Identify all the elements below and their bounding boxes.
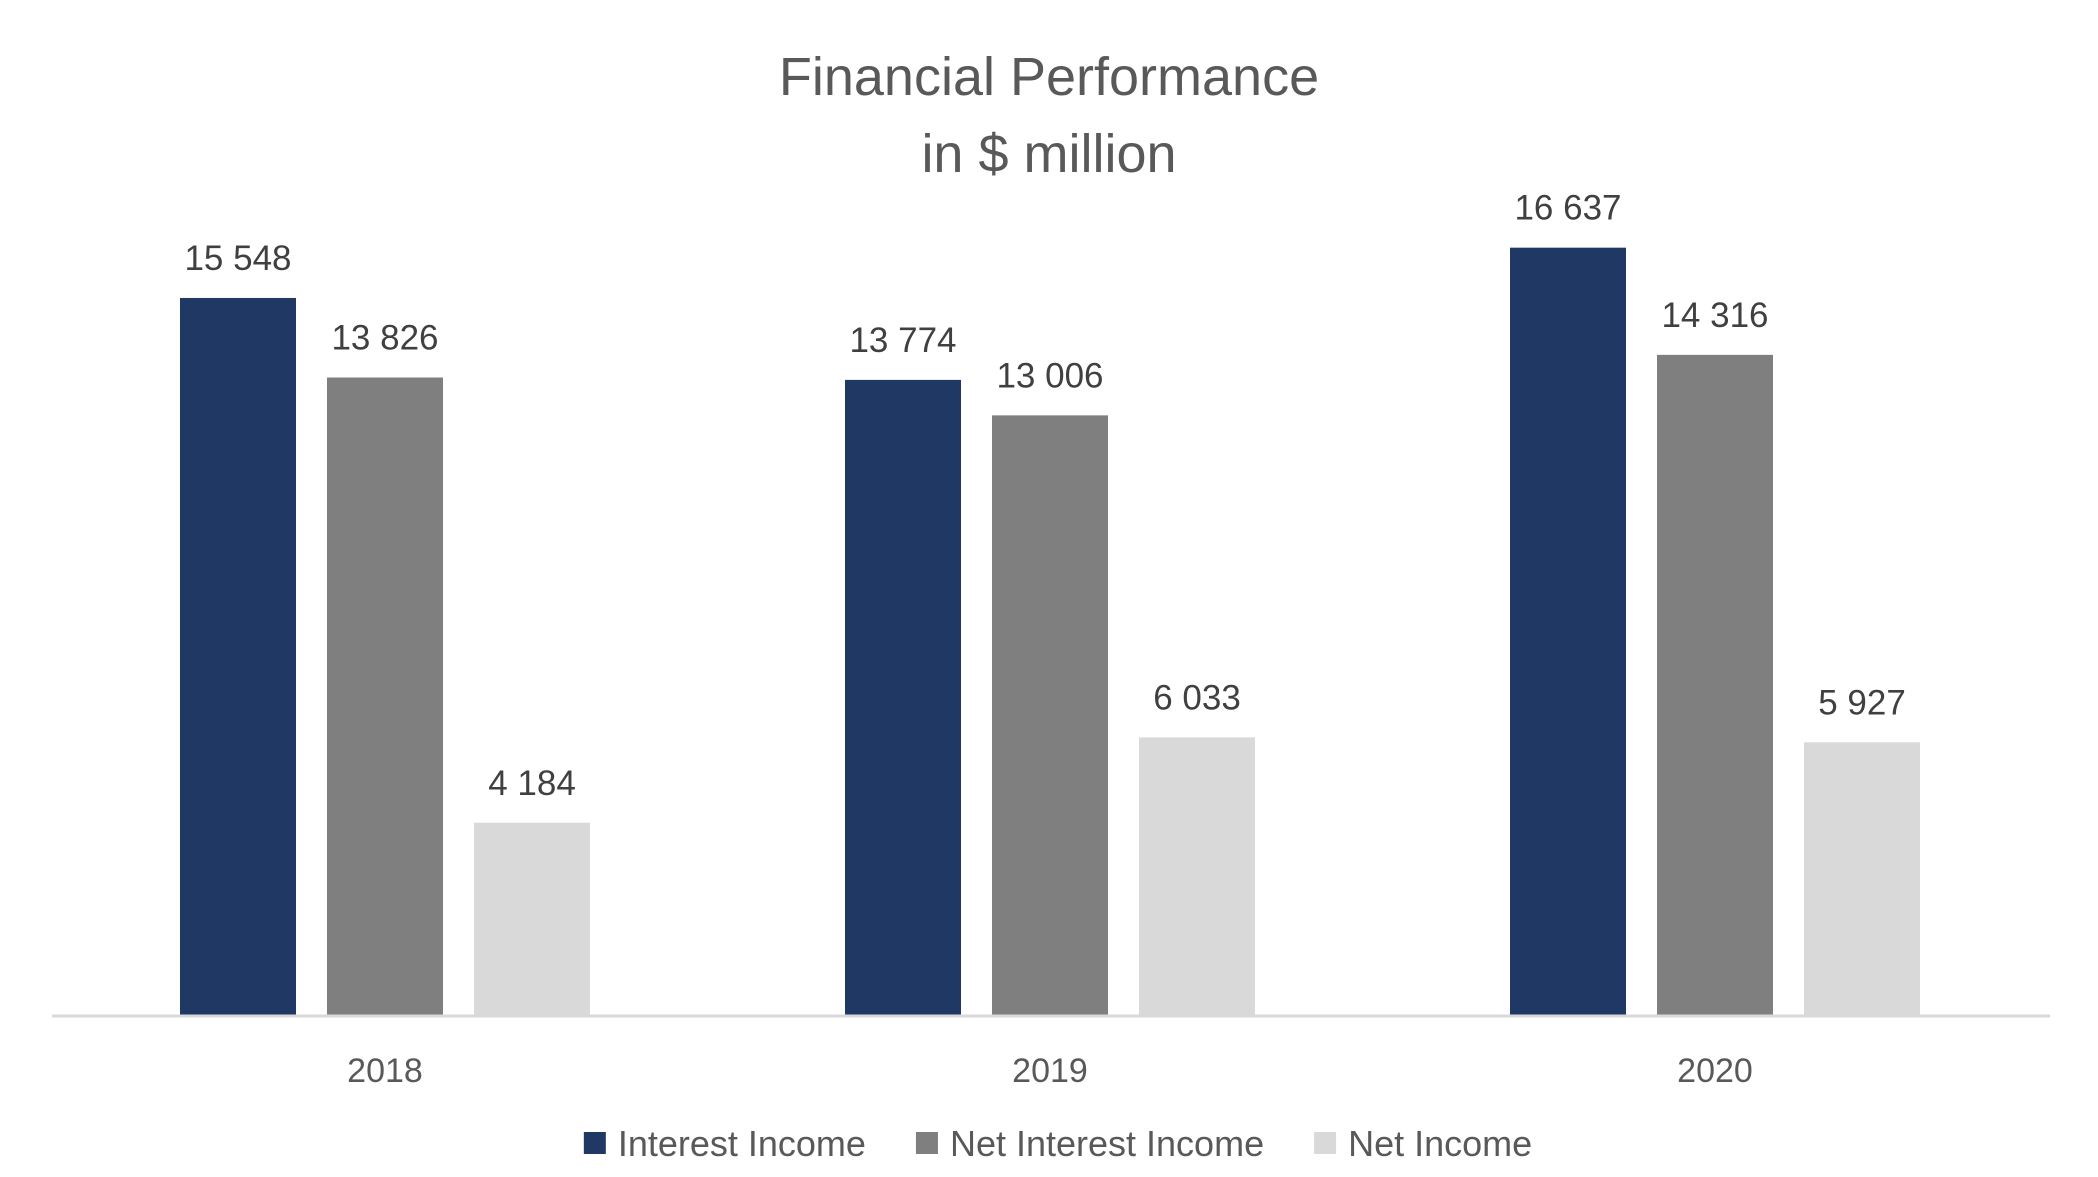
legend-swatch-net-interest-income bbox=[915, 1132, 938, 1154]
legend-label-net-income: Net Income bbox=[1348, 1123, 1532, 1164]
x-axis-tick-labels: 2018 2019 2020 bbox=[347, 1052, 1753, 1090]
data-label-interest-income-2020: 16 637 bbox=[1514, 189, 1621, 228]
x-tick-label-2019: 2019 bbox=[1012, 1052, 1088, 1090]
bar-interest-income-2020 bbox=[1510, 247, 1626, 1016]
data-label-net-income-2020: 5 927 bbox=[1818, 683, 1906, 722]
data-label-net-income-2018: 4 184 bbox=[488, 764, 576, 803]
chart-title-line-2: in $ million bbox=[921, 124, 1176, 184]
bar-interest-income-2019 bbox=[845, 379, 961, 1017]
bar-interest-income-2018 bbox=[180, 297, 296, 1016]
bar-net-income-2020 bbox=[1804, 742, 1920, 1016]
data-label-net-interest-income-2018: 13 826 bbox=[331, 318, 438, 357]
chart-title-line-1: Financial Performance bbox=[779, 47, 1319, 107]
bars-group bbox=[180, 247, 1920, 1017]
legend-swatch-net-income bbox=[1314, 1132, 1337, 1154]
chart-title: Financial Performance in $ million bbox=[779, 47, 1319, 184]
legend-label-interest-income: Interest Income bbox=[618, 1123, 866, 1164]
data-label-interest-income-2019: 13 774 bbox=[849, 321, 956, 360]
legend-swatch-interest-income bbox=[583, 1132, 606, 1154]
x-tick-label-2018: 2018 bbox=[347, 1052, 423, 1090]
data-labels-group: 15 548 13 826 4 184 13 774 13 006 6 033 16 637… bbox=[184, 189, 1905, 803]
legend-label-net-interest-income: Net Interest Income bbox=[950, 1123, 1264, 1164]
bar-net-interest-income-2019 bbox=[992, 415, 1108, 1017]
legend: Interest Income Net Interest Income Net In… bbox=[583, 1123, 1532, 1164]
bar-net-income-2018 bbox=[474, 822, 590, 1016]
x-tick-label-2020: 2020 bbox=[1677, 1052, 1753, 1090]
data-label-net-income-2019: 6 033 bbox=[1153, 678, 1241, 717]
bar-net-interest-income-2018 bbox=[327, 377, 443, 1016]
data-label-net-interest-income-2019: 13 006 bbox=[996, 356, 1103, 395]
bar-net-income-2019 bbox=[1139, 737, 1255, 1016]
data-label-interest-income-2018: 15 548 bbox=[184, 239, 291, 278]
bar-net-interest-income-2020 bbox=[1657, 354, 1773, 1016]
data-label-net-interest-income-2020: 14 316 bbox=[1661, 296, 1768, 335]
